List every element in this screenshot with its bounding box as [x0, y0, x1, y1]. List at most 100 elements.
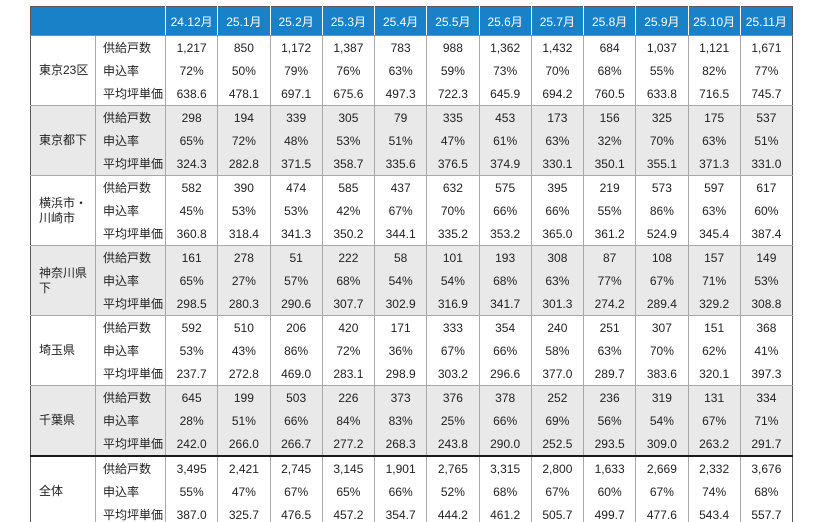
data-cell: 573 [635, 175, 688, 199]
data-cell: 3,676 [739, 455, 793, 480]
data-cell: 28% [164, 409, 218, 432]
data-cell: 341.3 [269, 222, 323, 246]
data-cell: 101 [426, 245, 479, 269]
data-cell: 722.3 [426, 82, 479, 106]
data-cell: 63% [530, 269, 584, 292]
data-cell: 395 [530, 175, 584, 199]
data-cell: 524.9 [635, 222, 688, 246]
data-cell: 373 [373, 385, 427, 409]
table-row: 平均坪単価 237.7 272.8 469.0 283.1 298.9 303.2 296.6… [31, 362, 793, 386]
data-cell: 378 [478, 385, 532, 409]
table-row: 申込率 65% 72% 48% 53% 51% 47% 61% 63% 32% 70% 63% 51% [31, 129, 793, 152]
data-cell: 316.9 [426, 292, 479, 316]
month-header-row: 24.12月 25.1月 25.2月 25.3月 25.4月 25.5月 25.6月 25.7… [30, 6, 793, 36]
metric-label: 供給戸数 [95, 35, 166, 59]
table-row: 申込率 53% 43% 86% 72% 36% 67% 66% 58% 63% 70% 62% 41% [31, 339, 793, 362]
data-cell: 54% [635, 409, 688, 432]
data-cell: 108 [635, 245, 688, 269]
data-cell: 444.2 [426, 503, 479, 522]
table-row: 平均坪単価 387.0 325.7 476.5 457.2 354.7 444.2 461.2… [31, 503, 793, 522]
data-cell: 53% [739, 269, 793, 292]
data-cell: 374.9 [478, 152, 532, 176]
table-row: 申込率 72% 50% 79% 76% 63% 59% 73% 70% 68% 55% 82% 77% [31, 59, 793, 82]
data-cell: 510 [217, 315, 270, 339]
data-cell: 51% [217, 409, 270, 432]
data-cell: 62% [687, 339, 741, 362]
data-cell: 334 [739, 385, 793, 409]
data-cell: 68% [478, 269, 532, 292]
data-cell: 697.1 [269, 82, 323, 106]
data-cell: 277.2 [321, 432, 375, 456]
data-cell: 344.1 [373, 222, 427, 246]
data-cell: 67% [687, 409, 741, 432]
data-cell: 206 [269, 315, 323, 339]
metric-label: 平均坪単価 [95, 432, 166, 456]
data-cell: 1,172 [269, 35, 323, 59]
table-body: 東京23区 供給戸数 1,217 850 1,172 1,387 783 988 1,362 1,… [30, 35, 793, 522]
data-cell: 73% [478, 59, 532, 82]
data-cell: 157 [687, 245, 741, 269]
region-label: 東京都下 [30, 105, 96, 176]
data-cell: 617 [739, 175, 793, 199]
data-cell: 325 [635, 105, 688, 129]
data-cell: 988 [426, 35, 479, 59]
data-cell: 319 [635, 385, 688, 409]
data-cell: 377.0 [530, 362, 584, 386]
data-cell: 461.2 [478, 503, 532, 522]
data-cell: 71% [739, 409, 793, 432]
data-cell: 341.7 [478, 292, 532, 316]
data-cell: 2,765 [426, 455, 479, 480]
region-label: 全体 [30, 455, 96, 522]
data-cell: 161 [164, 245, 218, 269]
data-cell: 585 [321, 175, 375, 199]
data-cell: 156 [582, 105, 636, 129]
data-cell: 289.7 [582, 362, 636, 386]
data-cell: 76% [321, 59, 375, 82]
data-cell: 592 [164, 315, 218, 339]
data-cell: 242.0 [164, 432, 218, 456]
data-cell: 84% [321, 409, 375, 432]
data-cell: 54% [426, 269, 479, 292]
data-cell: 365.0 [530, 222, 584, 246]
data-cell: 478.1 [217, 82, 270, 106]
data-cell: 457.2 [321, 503, 375, 522]
data-cell: 282.8 [217, 152, 270, 176]
data-cell: 65% [321, 480, 375, 503]
data-cell: 2,800 [530, 455, 584, 480]
data-cell: 330.1 [530, 152, 584, 176]
metric-label: 供給戸数 [95, 245, 166, 269]
data-cell: 2,332 [687, 455, 741, 480]
table-row: 全体 供給戸数 3,495 2,421 2,745 3,145 1,901 2,765 3,31… [30, 455, 793, 522]
data-cell: 59% [426, 59, 479, 82]
data-cell: 638.6 [164, 82, 218, 106]
header-corner-cell [30, 6, 166, 36]
data-cell: 290.0 [478, 432, 532, 456]
data-cell: 72% [164, 59, 218, 82]
table-row: 埼玉県 供給戸数 592 510 206 420 171 333 354 240 251 307 151… [30, 315, 793, 386]
data-cell: 51% [739, 129, 793, 152]
data-cell: 25% [426, 409, 479, 432]
data-cell: 2,669 [635, 455, 688, 480]
data-cell: 329.2 [687, 292, 741, 316]
data-cell: 2,421 [217, 455, 270, 480]
data-cell: 36% [373, 339, 427, 362]
data-cell: 371.5 [269, 152, 323, 176]
metric-label: 供給戸数 [95, 175, 166, 199]
region-label: 神奈川県下 [30, 245, 96, 316]
data-cell: 53% [321, 129, 375, 152]
data-cell: 82% [687, 59, 741, 82]
data-cell: 67% [635, 269, 688, 292]
data-cell: 368 [739, 315, 793, 339]
data-cell: 760.5 [582, 82, 636, 106]
data-cell: 298 [164, 105, 218, 129]
data-cell: 47% [426, 129, 479, 152]
region-label: 東京23区 [39, 63, 89, 78]
data-cell: 77% [739, 59, 793, 82]
metric-label: 供給戸数 [95, 455, 166, 480]
data-cell: 303.2 [426, 362, 479, 386]
data-cell: 219 [582, 175, 636, 199]
data-cell: 72% [217, 129, 270, 152]
month-header-2: 25.1月 [217, 6, 270, 36]
data-cell: 67% [426, 339, 479, 362]
table-row: 平均坪単価 360.8 318.4 341.3 350.2 344.1 335.2 353.2… [31, 222, 793, 246]
